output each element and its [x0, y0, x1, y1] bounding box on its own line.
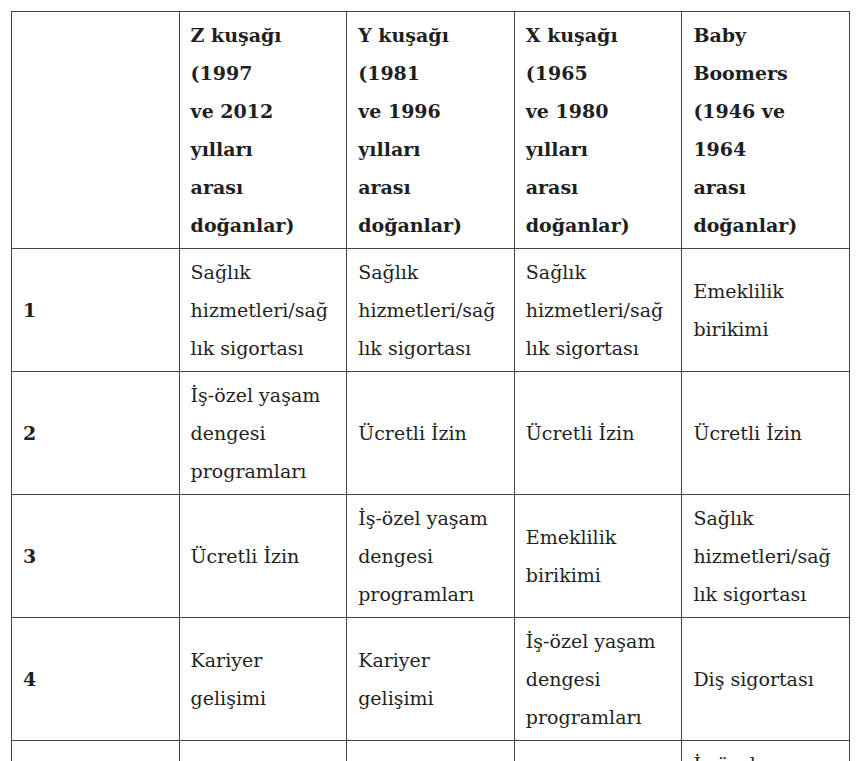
table-row: 2 İş-özel yaşam dengesi programları Ücre… [12, 372, 850, 495]
rank-cell: 5 [12, 741, 180, 761]
table-cell: İş-özel yaşam dengesi programları [514, 618, 682, 741]
rank-cell: 4 [12, 618, 180, 741]
table-cell: Emeklilik birikimi [347, 741, 515, 761]
table-cell: İş-özel yaşam dengesi programları [179, 372, 347, 495]
table-cell: Emeklilik birikimi [514, 495, 682, 618]
table-cell: Kariyer gelişimi [514, 741, 682, 761]
rank-cell: 3 [12, 495, 180, 618]
column-header-x-kusagi: X kuşağı (1965 ve 1980 yılları arası doğ… [514, 12, 682, 249]
table-cell: Ücretli İzin [179, 495, 347, 618]
table-cell: Ücretli İzin [682, 372, 850, 495]
column-header-baby-boomers: Baby Boomers (1946 ve 1964 arası doğanla… [682, 12, 850, 249]
table-cell: Ücretli İzin [514, 372, 682, 495]
generation-benefits-table: Z kuşağı (1997 ve 2012 yılları arası doğ… [11, 11, 850, 761]
table-row: 5 Emeklilik birikimi Emeklilik birikimi … [12, 741, 850, 761]
header-row: Z kuşağı (1997 ve 2012 yılları arası doğ… [12, 12, 850, 249]
document-page: Z kuşağı (1997 ve 2012 yılları arası doğ… [0, 0, 860, 761]
table-cell: Sağlık hizmetleri/sağ lık sigortası [347, 249, 515, 372]
table-cell: Kariyer gelişimi [179, 618, 347, 741]
table-row: 3 Ücretli İzin İş-özel yaşam dengesi pro… [12, 495, 850, 618]
table-cell: Diş sigortası [682, 618, 850, 741]
table-cell: İş-özel yaşam dengesi programları [682, 741, 850, 761]
table-cell: Ücretli İzin [347, 372, 515, 495]
table-cell: Sağlık hizmetleri/sağ lık sigortası [682, 495, 850, 618]
table-cell: Sağlık hizmetleri/sağ lık sigortası [514, 249, 682, 372]
rank-cell: 2 [12, 372, 180, 495]
rank-cell: 1 [12, 249, 180, 372]
corner-cell [12, 12, 180, 249]
table-cell: Kariyer gelişimi [347, 618, 515, 741]
table-cell: Sağlık hizmetleri/sağ lık sigortası [179, 249, 347, 372]
table-row: 4 Kariyer gelişimi Kariyer gelişimi İş-ö… [12, 618, 850, 741]
column-header-y-kusagi: Y kuşağı (1981 ve 1996 yılları arası doğ… [347, 12, 515, 249]
table-cell: İş-özel yaşam dengesi programları [347, 495, 515, 618]
table-row: 1 Sağlık hizmetleri/sağ lık sigortası Sa… [12, 249, 850, 372]
column-header-z-kusagi: Z kuşağı (1997 ve 2012 yılları arası doğ… [179, 12, 347, 249]
table-cell: Emeklilik birikimi [179, 741, 347, 761]
table-cell: Emeklilik birikimi [682, 249, 850, 372]
